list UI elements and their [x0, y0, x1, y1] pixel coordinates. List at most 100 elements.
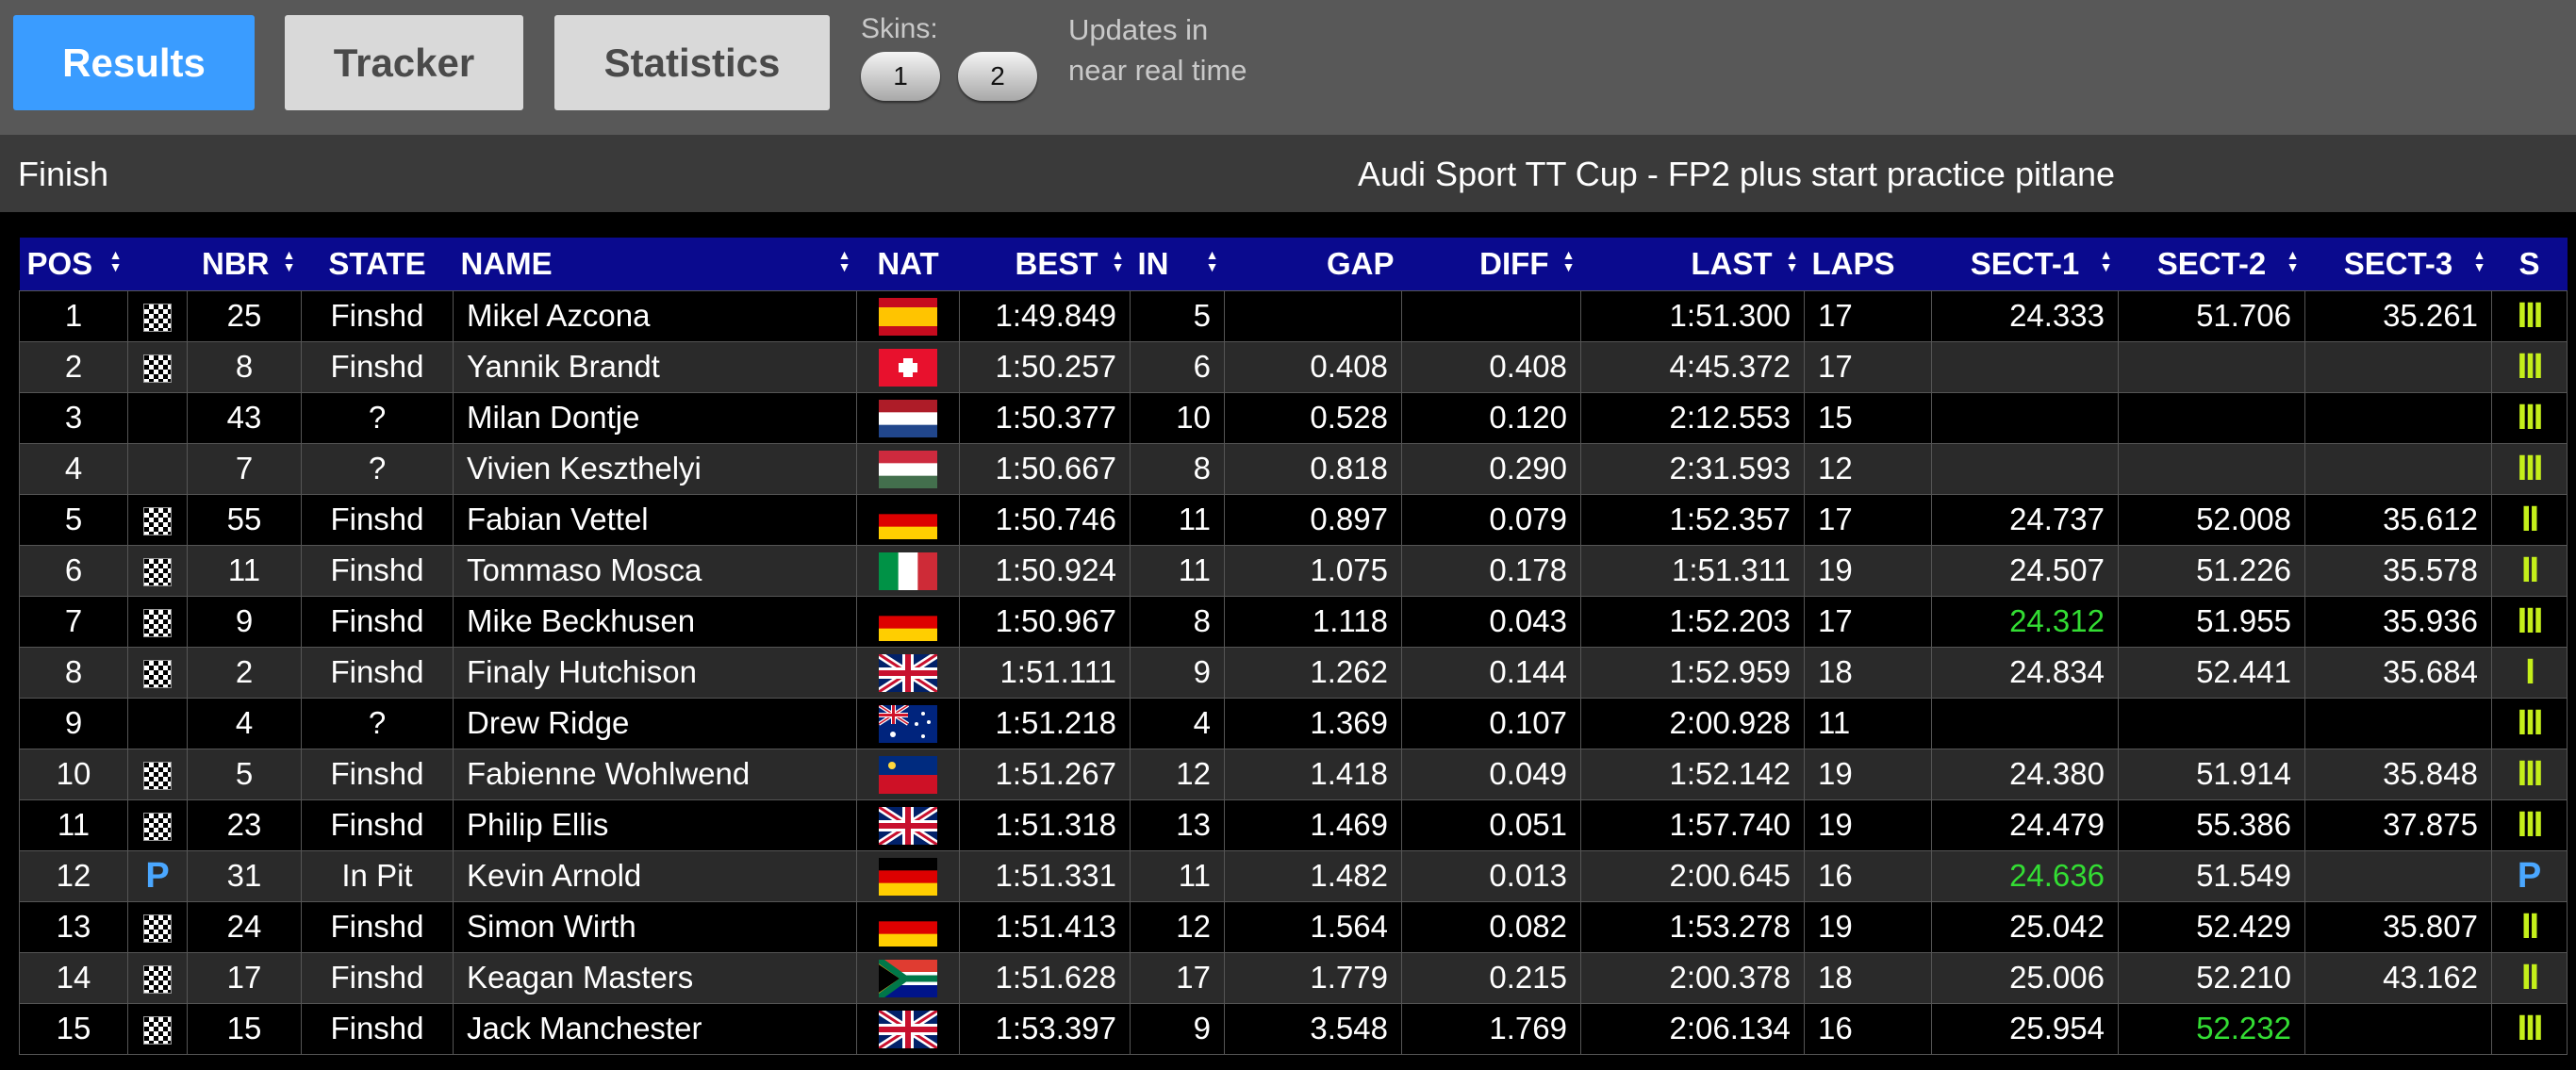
cell-sect1: 24.312: [1931, 595, 2119, 648]
cell-sector-indicator: III: [2491, 391, 2568, 444]
table-row[interactable]: 3 43 ? Milan Dontje 1:50.377 10 0.528 0.…: [19, 391, 2568, 444]
cell-gap: 0.408: [1224, 340, 1402, 393]
cell-name[interactable]: Drew Ridge: [453, 697, 857, 749]
cell-pos: 1: [19, 289, 128, 342]
cell-state: ?: [301, 697, 454, 749]
cell-nat: [856, 849, 960, 902]
cell-sect2: [2118, 442, 2305, 495]
cell-laps: 18: [1804, 951, 1932, 1004]
cell-name[interactable]: Jack Manchester: [453, 1002, 857, 1055]
cell-name[interactable]: Keagan Masters: [453, 951, 857, 1004]
tracker-button[interactable]: Tracker: [285, 15, 523, 110]
checkered-flag-icon: [143, 507, 172, 536]
cell-sector-indicator: III: [2491, 595, 2568, 648]
cell-name[interactable]: Vivien Keszthelyi: [453, 442, 857, 495]
sort-arrows-icon[interactable]: ▲ ▼: [1111, 247, 1125, 274]
cell-name[interactable]: Milan Dontje: [453, 391, 857, 444]
cell-sect1: 25.042: [1931, 900, 2119, 953]
sort-arrows-icon[interactable]: ▲ ▼: [2286, 247, 2300, 274]
table-row[interactable]: 15 15 Finshd Jack Manchester 1:53.397 9 …: [19, 1002, 2568, 1055]
cell-gap: [1224, 289, 1402, 342]
skin-2-button[interactable]: 2: [958, 52, 1037, 101]
col-header-last[interactable]: LAST ▲ ▼: [1580, 238, 1805, 290]
col-header-sect1[interactable]: SECT-1 ▲ ▼: [1931, 238, 2119, 290]
col-header-pos[interactable]: POS ▲ ▼: [19, 238, 128, 290]
sort-arrows-icon[interactable]: ▲ ▼: [2099, 247, 2113, 274]
cell-nat: [856, 340, 960, 393]
cell-laps: 16: [1804, 849, 1932, 902]
cell-laps: 19: [1804, 900, 1932, 953]
cell-sect3: [2304, 697, 2492, 749]
cell-name[interactable]: Fabian Vettel: [453, 493, 857, 546]
cell-sect2: 51.549: [2118, 849, 2305, 902]
cell-sect1: 24.636: [1931, 849, 2119, 902]
cell-nbr: 9: [187, 595, 302, 648]
checkered-flag-icon: [143, 762, 172, 791]
table-row[interactable]: 10 5 Finshd Fabienne Wohlwend 1:51.267 1…: [19, 748, 2568, 800]
cell-last: 1:51.311: [1580, 544, 1805, 597]
sort-arrows-icon[interactable]: ▲ ▼: [1561, 247, 1576, 274]
cell-nat: [856, 697, 960, 749]
col-header-sect2[interactable]: SECT-2 ▲ ▼: [2118, 238, 2305, 290]
cell-diff: 0.178: [1401, 544, 1581, 597]
table-row[interactable]: 6 11 Finshd Tommaso Mosca 1:50.924 11 1.…: [19, 544, 2568, 597]
cell-gap: 1.075: [1224, 544, 1402, 597]
cell-name[interactable]: Mikel Azcona: [453, 289, 857, 342]
cell-pos: 12: [19, 849, 128, 902]
col-header-nbr[interactable]: NBR ▲ ▼: [187, 238, 302, 290]
sort-arrows-icon[interactable]: ▲ ▼: [108, 247, 123, 274]
updates-line-2: near real time: [1068, 54, 1247, 87]
cell-name[interactable]: Fabienne Wohlwend: [453, 748, 857, 800]
cell-state: Finshd: [301, 798, 454, 851]
cell-name[interactable]: Mike Beckhusen: [453, 595, 857, 648]
sort-arrows-icon[interactable]: ▲ ▼: [282, 247, 296, 274]
cell-name[interactable]: Finaly Hutchison: [453, 646, 857, 699]
col-header-in[interactable]: IN ▲ ▼: [1130, 238, 1225, 290]
sort-arrows-icon[interactable]: ▲ ▼: [837, 247, 851, 274]
checkered-flag-icon: [143, 813, 172, 842]
cell-diff: 0.107: [1401, 697, 1581, 749]
results-table-body: 1 25 Finshd Mikel Azcona 1:49.849 5 1:51…: [19, 289, 2568, 1055]
col-header-sect3[interactable]: SECT-3 ▲ ▼: [2304, 238, 2492, 290]
flag-icon-esp: [879, 297, 937, 336]
table-row[interactable]: 13 24 Finshd Simon Wirth 1:51.413 12 1.5…: [19, 900, 2568, 953]
table-row[interactable]: 12 P 31 In Pit Kevin Arnold 1:51.331 11 …: [19, 849, 2568, 902]
cell-nat: [856, 544, 960, 597]
table-row[interactable]: 14 17 Finshd Keagan Masters 1:51.628 17 …: [19, 951, 2568, 1004]
cell-nat: [856, 900, 960, 953]
checkered-flag-icon: [143, 609, 172, 638]
table-row[interactable]: 8 2 Finshd Finaly Hutchison 1:51.111 9 1…: [19, 646, 2568, 699]
table-row[interactable]: 11 23 Finshd Philip Ellis 1:51.318 13 1.…: [19, 798, 2568, 851]
cell-gap: 1.118: [1224, 595, 1402, 648]
cell-state: Finshd: [301, 900, 454, 953]
table-row[interactable]: 9 4 ? Drew Ridge 1:51.218 4 1.369 0.107 …: [19, 697, 2568, 749]
col-header-name[interactable]: NAME ▲ ▼: [453, 238, 857, 290]
table-row[interactable]: 5 55 Finshd Fabian Vettel 1:50.746 11 0.…: [19, 493, 2568, 546]
sort-arrows-icon[interactable]: ▲ ▼: [2472, 247, 2486, 274]
table-row[interactable]: 1 25 Finshd Mikel Azcona 1:49.849 5 1:51…: [19, 289, 2568, 342]
col-header-diff[interactable]: DIFF ▲ ▼: [1401, 238, 1581, 290]
sort-arrows-icon[interactable]: ▲ ▼: [1205, 247, 1219, 274]
flag-icon-ger: [879, 908, 937, 947]
cell-name[interactable]: Tommaso Mosca: [453, 544, 857, 597]
table-row[interactable]: 4 7 ? Vivien Keszthelyi 1:50.667 8 0.818…: [19, 442, 2568, 495]
cell-pos: 5: [19, 493, 128, 546]
cell-state: Finshd: [301, 493, 454, 546]
cell-gap: 0.818: [1224, 442, 1402, 495]
sort-arrows-icon[interactable]: ▲ ▼: [1785, 247, 1799, 274]
cell-sector-indicator: III: [2491, 340, 2568, 393]
cell-name[interactable]: Yannik Brandt: [453, 340, 857, 393]
skin-1-button[interactable]: 1: [861, 52, 940, 101]
cell-name[interactable]: Philip Ellis: [453, 798, 857, 851]
col-header-best[interactable]: BEST ▲ ▼: [959, 238, 1131, 290]
cell-name[interactable]: Simon Wirth: [453, 900, 857, 953]
cell-laps: 15: [1804, 391, 1932, 444]
pit-icon: P: [145, 855, 170, 896]
results-button[interactable]: Results: [13, 15, 255, 110]
flag-icon-ita: [879, 551, 937, 590]
cell-in: 17: [1130, 951, 1225, 1004]
table-row[interactable]: 2 8 Finshd Yannik Brandt 1:50.257 6 0.40…: [19, 340, 2568, 393]
statistics-button[interactable]: Statistics: [554, 15, 830, 110]
table-row[interactable]: 7 9 Finshd Mike Beckhusen 1:50.967 8 1.1…: [19, 595, 2568, 648]
cell-name[interactable]: Kevin Arnold: [453, 849, 857, 902]
